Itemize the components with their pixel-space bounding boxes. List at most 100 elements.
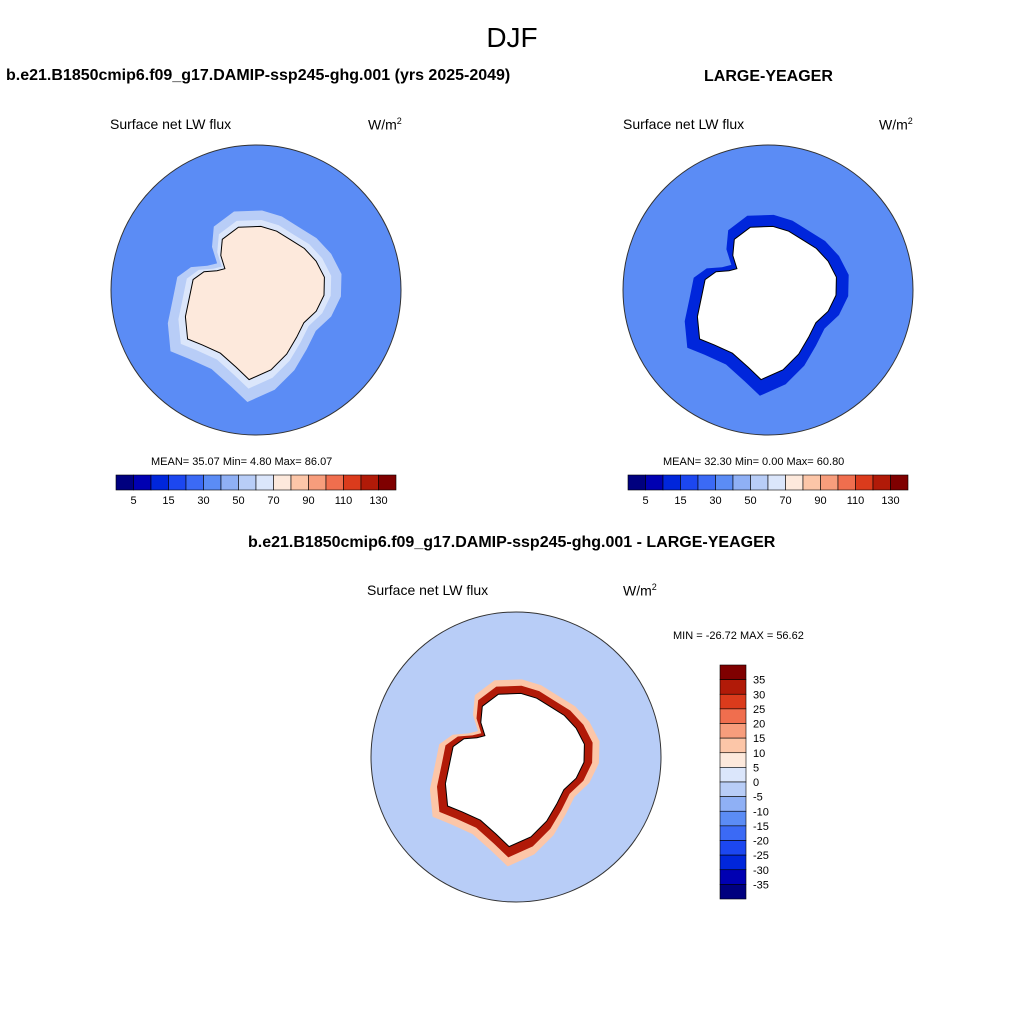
colorbar-tick-label: 5 bbox=[642, 495, 648, 507]
colorbar-swatch bbox=[719, 664, 747, 680]
colorbar-2: 35 30 25 20 15 10 5 0 -5 -10 -15 -20 -25 -30 -35 bbox=[719, 664, 769, 900]
colorbar-swatch bbox=[290, 474, 309, 491]
units-label-diff: W/m2 bbox=[623, 582, 657, 599]
colorbar-tick-label: -35 bbox=[753, 879, 769, 891]
coastline bbox=[444, 692, 585, 848]
colorbar-swatch bbox=[343, 474, 362, 491]
colorbar-tick-label: 35 bbox=[753, 675, 765, 687]
colorbar-swatch bbox=[308, 474, 327, 491]
colorbar-swatch bbox=[273, 474, 292, 491]
colorbar-swatch bbox=[150, 474, 169, 491]
colorbar-swatch bbox=[360, 474, 379, 491]
coastline bbox=[696, 225, 837, 381]
colorbar-tick-label: -25 bbox=[753, 850, 769, 862]
colorbar-tick-label: -5 bbox=[753, 792, 763, 804]
colorbar-tick-label: 15 bbox=[753, 733, 765, 745]
colorbar-0: 5 15 30 50 70 90 110 130 bbox=[115, 474, 397, 507]
variable-label-obs: Surface net LW flux bbox=[623, 116, 745, 132]
colorbar-tick-label: 20 bbox=[753, 719, 765, 731]
missing-continent bbox=[445, 693, 585, 847]
colorbar-tick-label: 110 bbox=[847, 495, 865, 507]
panel-title-obs: LARGE-YEAGER bbox=[704, 68, 833, 85]
colorbar-swatch bbox=[732, 474, 751, 491]
colorbar-tick-label: 15 bbox=[162, 495, 174, 507]
colorbar-swatch bbox=[220, 474, 239, 491]
colorbar-tick-label: -10 bbox=[753, 806, 769, 818]
colorbar-swatch bbox=[719, 854, 747, 871]
colorbar-swatch bbox=[802, 474, 821, 491]
units-label-obs: W/m2 bbox=[879, 116, 913, 133]
colorbar-swatch bbox=[645, 474, 664, 491]
colorbar-swatch bbox=[820, 474, 839, 491]
colorbar-swatch bbox=[785, 474, 804, 491]
colorbar-tick-label: 70 bbox=[267, 495, 279, 507]
colorbar-swatch bbox=[719, 884, 747, 900]
colorbar-swatch bbox=[133, 474, 152, 491]
colorbar-swatch bbox=[719, 767, 747, 783]
colorbar-tick-label: 0 bbox=[753, 777, 759, 789]
colorbar-swatch bbox=[719, 781, 747, 797]
colorbar-swatch bbox=[185, 474, 204, 491]
colorbar-tick-label: 15 bbox=[674, 495, 686, 507]
colorbar-swatch bbox=[767, 474, 786, 491]
colorbar-swatch bbox=[203, 474, 222, 491]
colorbar-tick-label: -15 bbox=[753, 821, 769, 833]
colorbar-swatch bbox=[115, 474, 134, 491]
colorbar-swatch bbox=[719, 825, 747, 841]
colorbar-tick-label: 30 bbox=[197, 495, 209, 507]
colorbar-swatch bbox=[255, 474, 274, 491]
colorbar-tick-label: -30 bbox=[753, 865, 769, 877]
stats-model: MEAN= 35.07 Min= 4.80 Max= 86.07 bbox=[151, 456, 333, 468]
colorbar-tick-label: 25 bbox=[753, 704, 765, 716]
colorbar-tick-label: 70 bbox=[779, 495, 791, 507]
colorbar-tick-label: 50 bbox=[232, 495, 244, 507]
colorbar-tick-label: 30 bbox=[753, 689, 765, 701]
variable-label-diff: Surface net LW flux bbox=[367, 582, 489, 598]
colorbar-swatch bbox=[837, 474, 856, 491]
colorbar-swatch bbox=[719, 679, 747, 695]
colorbar-swatch bbox=[378, 474, 397, 491]
map-border bbox=[622, 144, 914, 436]
colorbar-swatch bbox=[238, 474, 257, 491]
polar-map-0 bbox=[110, 144, 402, 436]
stats-obs: MEAN= 32.30 Min= 0.00 Max= 60.80 bbox=[663, 456, 845, 468]
colorbar-swatch bbox=[697, 474, 716, 491]
colorbar-swatch bbox=[750, 474, 769, 491]
colorbar-tick-label: 50 bbox=[744, 495, 756, 507]
colorbar-swatch bbox=[325, 474, 344, 491]
colorbar-tick-label: 30 bbox=[709, 495, 721, 507]
colorbar-swatch bbox=[719, 810, 747, 827]
colorbar-tick-label: 10 bbox=[753, 748, 765, 760]
figure-title: DJF bbox=[486, 22, 538, 53]
colorbar-swatch bbox=[719, 708, 747, 724]
colorbar-swatch bbox=[719, 723, 747, 739]
continent-field bbox=[185, 226, 325, 380]
polar-map-2 bbox=[370, 611, 662, 903]
colorbar-swatch bbox=[627, 474, 646, 491]
colorbar-swatch bbox=[719, 752, 747, 768]
colorbar-swatch bbox=[855, 474, 874, 491]
map-border bbox=[110, 144, 402, 436]
coastline bbox=[184, 225, 325, 381]
colorbar-swatch bbox=[168, 474, 187, 491]
colorbar-swatch bbox=[719, 796, 747, 812]
colorbar-tick-label: 90 bbox=[814, 495, 826, 507]
colorbar-swatch bbox=[719, 869, 747, 885]
map-border bbox=[370, 611, 662, 903]
colorbar-swatch bbox=[719, 737, 747, 754]
colorbar-tick-label: 5 bbox=[130, 495, 136, 507]
colorbar-swatch bbox=[715, 474, 734, 491]
colorbar-swatch bbox=[719, 693, 747, 710]
polar-map-1 bbox=[622, 144, 914, 436]
colorbar-swatch bbox=[680, 474, 699, 491]
colorbar-swatch bbox=[872, 474, 891, 491]
stats-diff: MIN = -26.72 MAX = 56.62 bbox=[673, 630, 804, 642]
colorbar-swatch bbox=[890, 474, 909, 491]
colorbar-tick-label: 5 bbox=[753, 762, 759, 774]
colorbar-tick-label: -20 bbox=[753, 836, 769, 848]
colorbar-tick-label: 110 bbox=[335, 495, 353, 507]
units-label-model: W/m2 bbox=[368, 116, 402, 133]
colorbar-1: 5 15 30 50 70 90 110 130 bbox=[627, 474, 909, 507]
panel-title-diff: b.e21.B1850cmip6.f09_g17.DAMIP-ssp245-gh… bbox=[248, 534, 776, 551]
